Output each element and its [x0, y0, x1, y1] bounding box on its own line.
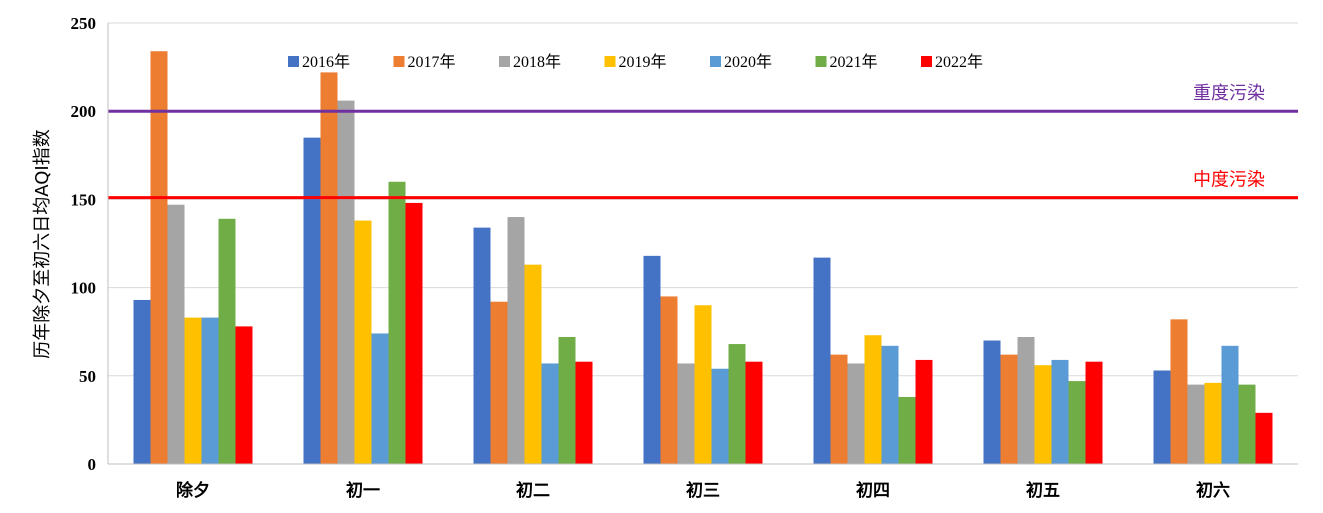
bars: [133, 51, 1273, 465]
x-category-label: 初四: [856, 480, 890, 501]
legend-label: 2020年: [724, 53, 772, 71]
reference-line-label: 重度污染: [1193, 83, 1265, 104]
legend-swatch: [921, 56, 932, 67]
bar: [643, 255, 661, 464]
bar: [388, 181, 406, 464]
bar: [830, 354, 848, 464]
bar: [575, 361, 593, 464]
legend-label: 2017年: [408, 53, 456, 71]
bar: [490, 301, 508, 464]
bar: [1017, 336, 1035, 464]
bar: [1153, 370, 1171, 464]
bar: [1255, 412, 1273, 464]
bar: [303, 137, 321, 464]
bar: [864, 335, 882, 464]
y-tick-label: 200: [71, 102, 97, 121]
legend-swatch: [393, 56, 405, 67]
bar: [507, 217, 525, 464]
bar: [1034, 365, 1052, 464]
x-category-label: 初三: [686, 480, 720, 501]
bar: [405, 202, 423, 465]
legend-swatch: [499, 56, 510, 67]
bar: [1000, 354, 1018, 464]
bar: [1068, 381, 1086, 464]
bar: [1238, 384, 1256, 464]
bar: [677, 363, 695, 464]
bar: [898, 396, 916, 464]
bar: [660, 296, 678, 464]
bar: [235, 326, 253, 464]
bar: [813, 257, 831, 464]
bar: [711, 368, 729, 464]
legend-swatch: [604, 56, 616, 67]
bar: [745, 361, 763, 464]
bar: [915, 359, 933, 464]
bar: [1187, 384, 1205, 464]
x-category-label: 初二: [516, 480, 550, 501]
y-tick-label: 250: [71, 14, 97, 33]
bar: [201, 317, 219, 464]
bar: [1051, 359, 1069, 464]
bar: [524, 264, 542, 464]
legend-label: 2018年: [513, 53, 561, 71]
bar: [473, 227, 491, 464]
bar: [728, 344, 746, 464]
legend-label: 2016年: [302, 53, 350, 71]
bar: [1221, 345, 1239, 464]
y-axis-label: 历年除夕至初六日均AQI指数: [32, 129, 53, 358]
legend-label: 2019年: [619, 53, 667, 71]
y-tick-label: 100: [71, 279, 97, 298]
y-tick-label: 150: [71, 190, 97, 209]
bar: [320, 72, 338, 464]
bar: [558, 336, 576, 464]
bar: [1170, 319, 1188, 464]
x-category-label: 初五: [1026, 480, 1060, 501]
y-tick-label: 0: [88, 455, 97, 474]
legend-label: 2022年: [935, 53, 983, 71]
bar: [337, 100, 355, 464]
bar: [133, 299, 151, 464]
x-category-label: 初六: [1196, 480, 1230, 501]
bar: [1204, 382, 1222, 464]
bar: [983, 340, 1001, 464]
bar: [541, 363, 559, 464]
bar: [150, 51, 168, 464]
bar: [354, 220, 372, 464]
bar: [847, 363, 865, 464]
legend: 2016年 2017年 2018年 2019年 2020年 2021年 2022年: [288, 53, 983, 71]
bar: [167, 204, 185, 464]
legend-swatch: [710, 56, 721, 67]
bar: [218, 218, 236, 464]
bar: [694, 305, 712, 464]
bar: [184, 317, 202, 464]
x-category-label: 除夕: [176, 480, 210, 501]
bar: [881, 345, 899, 464]
legend-swatch: [288, 56, 299, 67]
legend-swatch: [815, 56, 827, 67]
y-tick-label: 50: [79, 367, 96, 386]
bar: [1085, 361, 1103, 464]
bar: [371, 333, 389, 464]
x-category-label: 初一: [346, 480, 380, 501]
axes: 0 50 100 150 200 250 除夕 初一 初二 初三 初四 初五 初六: [71, 14, 1298, 501]
legend-label: 2021年: [830, 53, 878, 71]
reference-line-label: 中度污染: [1193, 170, 1265, 191]
